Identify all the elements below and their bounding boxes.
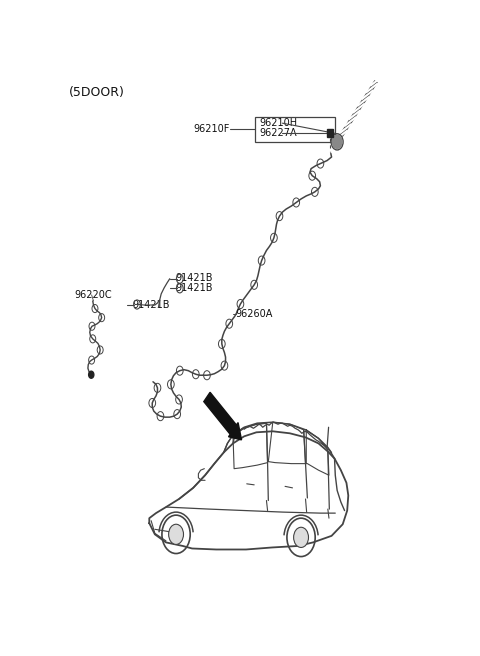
- Text: 96227A: 96227A: [259, 129, 297, 138]
- Text: 91421B: 91421B: [175, 274, 213, 283]
- FancyArrow shape: [204, 392, 241, 440]
- Text: 91421B: 91421B: [175, 283, 213, 293]
- Bar: [327, 129, 333, 137]
- Bar: [255, 117, 335, 142]
- Text: 91421B: 91421B: [132, 300, 170, 310]
- Text: 96220C: 96220C: [74, 290, 112, 300]
- Circle shape: [168, 524, 183, 544]
- Text: (5DOOR): (5DOOR): [69, 87, 125, 99]
- Text: 96260A: 96260A: [236, 308, 273, 319]
- Text: 96210F: 96210F: [193, 124, 229, 134]
- Circle shape: [294, 527, 309, 548]
- Text: 96210H: 96210H: [259, 118, 297, 128]
- Circle shape: [89, 371, 94, 379]
- Circle shape: [332, 135, 342, 148]
